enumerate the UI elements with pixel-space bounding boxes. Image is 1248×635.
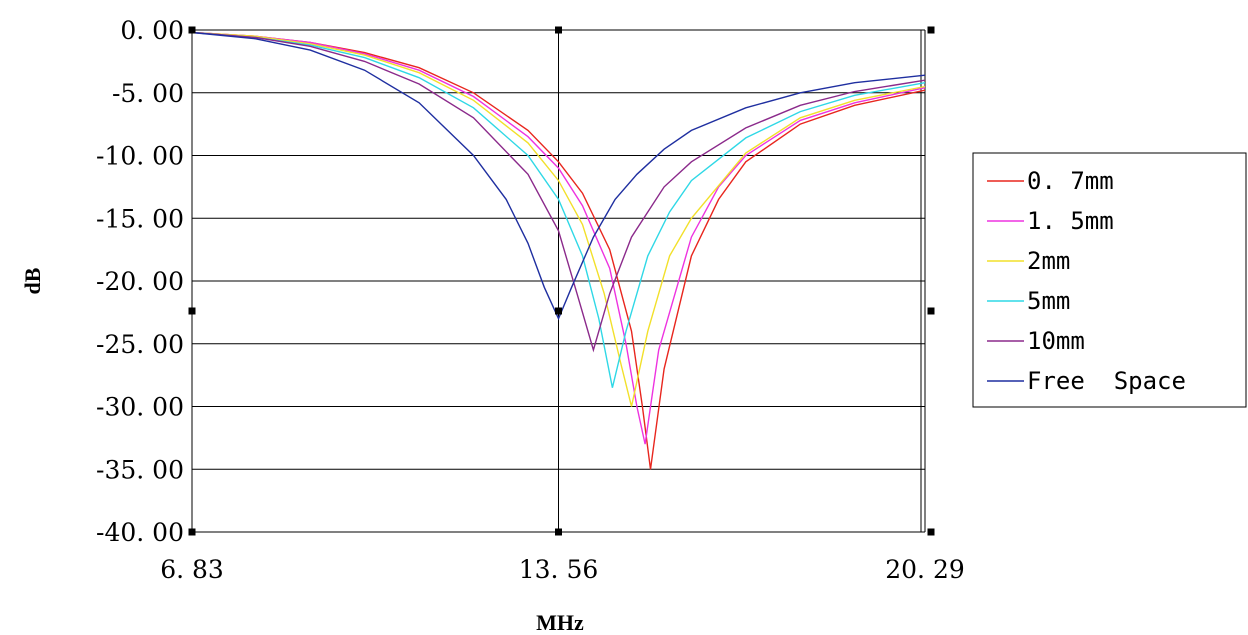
series-layer xyxy=(191,31,926,470)
series-line-10mm xyxy=(191,31,926,353)
y-tick-label: 0. 00 xyxy=(120,16,184,45)
legend-label: 5mm xyxy=(1027,287,1070,315)
legend-label: 1. 5mm xyxy=(1027,207,1114,235)
series-line-2mm xyxy=(191,31,926,407)
selection-handle xyxy=(555,307,562,315)
series-line-free-space xyxy=(191,31,926,321)
y-axis-ticks: 0. 00 -5. 00 -10. 00 -15. 00 -20. 00 -25. 00 -… xyxy=(96,16,184,547)
legend-label: Free Space xyxy=(1027,367,1186,395)
y-tick-label: -20. 00 xyxy=(96,267,184,296)
selection-handle xyxy=(927,528,935,536)
x-tick-label: 20. 29 xyxy=(885,555,965,584)
series-line-1-5mm xyxy=(191,31,926,445)
selection-handle xyxy=(555,528,562,536)
y-tick-label: -5. 00 xyxy=(112,79,184,108)
selection-handle xyxy=(188,528,196,536)
selection-handle xyxy=(927,307,935,315)
legend-label: 10mm xyxy=(1027,327,1085,355)
y-tick-label: -40. 00 xyxy=(96,518,184,547)
x-tick-label: 13. 56 xyxy=(519,555,599,584)
plot-area xyxy=(191,29,926,533)
legend-label: 2mm xyxy=(1027,247,1070,275)
selection-handles xyxy=(188,26,935,536)
y-tick-label: -35. 00 xyxy=(96,455,184,484)
x-axis-title: MHz xyxy=(536,610,584,635)
legend: 0. 7mm 1. 5mm 2mm 5mm 10mm Free Space xyxy=(972,152,1247,408)
y-axis-title: dB xyxy=(20,267,45,294)
series-line-0-7mm xyxy=(191,31,926,470)
selection-handle xyxy=(555,26,562,34)
y-tick-label: -25. 00 xyxy=(96,330,184,359)
series-line-5mm xyxy=(191,31,926,388)
legend-label: 0. 7mm xyxy=(1027,167,1114,195)
selection-handle xyxy=(188,307,196,315)
y-tick-label: -15. 00 xyxy=(96,204,184,233)
selection-handle xyxy=(188,26,196,34)
y-tick-label: -30. 00 xyxy=(96,393,184,422)
x-tick-label: 6. 83 xyxy=(160,555,224,584)
y-tick-label: -10. 00 xyxy=(96,142,184,171)
legend-box xyxy=(972,152,1247,408)
x-axis-ticks: 6. 83 13. 56 20. 29 xyxy=(160,555,965,584)
selection-handle xyxy=(927,26,935,34)
